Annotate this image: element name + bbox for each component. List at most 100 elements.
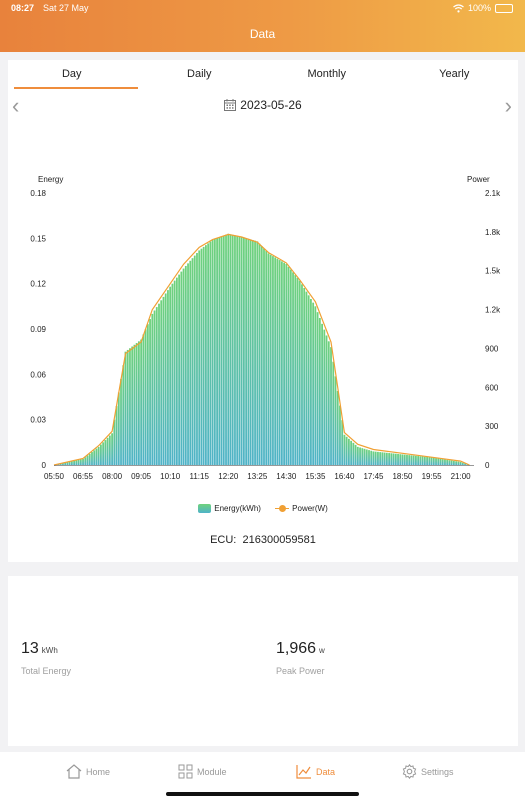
x-tick-label: 09:05 [131, 472, 152, 481]
nav-module[interactable]: Module [178, 764, 227, 779]
legend-energy[interactable]: Energy(kWh) [198, 504, 261, 513]
next-day-button[interactable]: › [504, 93, 512, 118]
energy-bar [428, 457, 431, 465]
energy-bar [298, 280, 301, 465]
energy-bar [198, 250, 201, 465]
nav-home[interactable]: Home [66, 764, 110, 779]
right-tick-label: 1.8k [485, 228, 501, 237]
energy-bar [149, 319, 151, 465]
energy-bar [280, 261, 283, 465]
date-navigator: ‹ 2023-05-26 › [8, 93, 518, 118]
left-axis-ticks: 0.18 0.15 0.12 0.09 0.06 0.03 0 [30, 189, 46, 470]
energy-bar [350, 440, 353, 465]
energy-bar [66, 462, 69, 465]
energy-bar [305, 291, 308, 465]
left-tick-label: 0.03 [30, 416, 46, 425]
energy-bar [187, 263, 189, 465]
selected-date: 2023-05-26 [240, 98, 302, 112]
energy-bar [394, 453, 397, 465]
tab-monthly[interactable]: Monthly [307, 68, 347, 80]
energy-bar [247, 238, 250, 465]
right-tick-label: 600 [485, 383, 499, 392]
previous-day-button[interactable]: ‹ [12, 93, 20, 118]
calendar-icon [224, 99, 237, 111]
energy-bar [196, 253, 198, 465]
energy-bar [321, 323, 323, 465]
x-tick-label: 16:40 [334, 472, 355, 481]
energy-bar [202, 246, 205, 465]
tab-daily[interactable]: Daily [187, 68, 212, 80]
energy-bar [133, 344, 136, 465]
x-tick-label: 10:10 [160, 472, 181, 481]
energy-bar [365, 449, 368, 465]
x-tick-label: 19:55 [422, 472, 443, 481]
right-tick-label: 900 [485, 344, 499, 353]
energy-bar [377, 451, 379, 465]
energy-bar [211, 239, 214, 465]
right-axis-ticks: 2.1k 1.8k 1.5k 1.2k 900 600 300 0 [485, 189, 501, 470]
energy-bar [171, 283, 174, 465]
energy-bar [200, 248, 203, 465]
legend-power[interactable]: Power(W) [275, 504, 328, 513]
wifi-icon [453, 3, 464, 12]
energy-bar [285, 264, 288, 465]
energy-bar [368, 450, 370, 465]
energy-bar [318, 317, 321, 465]
date-picker[interactable]: 2023-05-26 [8, 98, 518, 112]
energy-bar [459, 461, 462, 465]
tab-yearly[interactable]: Yearly [439, 68, 470, 80]
energy-bar [392, 453, 395, 465]
energy-bar [173, 280, 176, 465]
energy-bar [464, 463, 466, 465]
gear-icon [402, 764, 417, 779]
energy-bar [207, 243, 210, 465]
energy-bar [441, 459, 444, 465]
energy-bar [184, 265, 187, 465]
energy-bar [347, 438, 350, 465]
ecu-label: ECU: [210, 534, 237, 546]
energy-bar [124, 351, 127, 465]
energy-bar [390, 453, 393, 465]
total-energy-value: 13 [21, 640, 39, 657]
energy-bar [137, 341, 140, 465]
energy-bar [126, 349, 129, 465]
nav-data[interactable]: Data [296, 764, 335, 779]
x-tick-label: 14:30 [276, 472, 297, 481]
energy-bar [59, 463, 62, 465]
active-tab-indicator [14, 87, 138, 89]
energy-bar [388, 453, 391, 465]
energy-bar [93, 450, 96, 465]
energy-bar [106, 437, 109, 465]
left-tick-label: 0 [42, 461, 47, 470]
peak-power-stat: 1,966 w Peak Power [276, 640, 325, 676]
home-indicator [166, 792, 359, 796]
energy-bar [135, 343, 138, 465]
energy-bar [205, 245, 207, 465]
energy-bar [292, 272, 294, 465]
energy-bar [301, 284, 303, 465]
period-tabs: Day Daily Monthly Yearly [8, 60, 518, 89]
energy-bar [97, 446, 100, 465]
grid-icon [178, 764, 193, 779]
energy-bar [408, 455, 411, 465]
energy-bar [307, 295, 310, 465]
energy-bar [361, 448, 364, 465]
energy-bar [213, 238, 216, 465]
right-axis-label: Power [467, 175, 490, 184]
energy-bar [229, 234, 232, 465]
energy-bar [84, 457, 87, 465]
energy-bar [258, 243, 261, 465]
energy-bar [115, 406, 118, 465]
energy-bar [142, 334, 145, 465]
energy-bar [218, 237, 221, 465]
nav-settings[interactable]: Settings [402, 764, 454, 779]
energy-bar [327, 341, 330, 465]
left-axis-label: Energy [38, 175, 63, 184]
energy-bar [345, 436, 348, 465]
energy-bar [191, 258, 194, 465]
app-header: 08:27 Sat 27 May 100% Data [0, 0, 525, 52]
energy-bar [316, 312, 319, 465]
energy-bar [312, 302, 315, 465]
tab-day[interactable]: Day [61, 68, 82, 80]
energy-bar [162, 296, 165, 465]
